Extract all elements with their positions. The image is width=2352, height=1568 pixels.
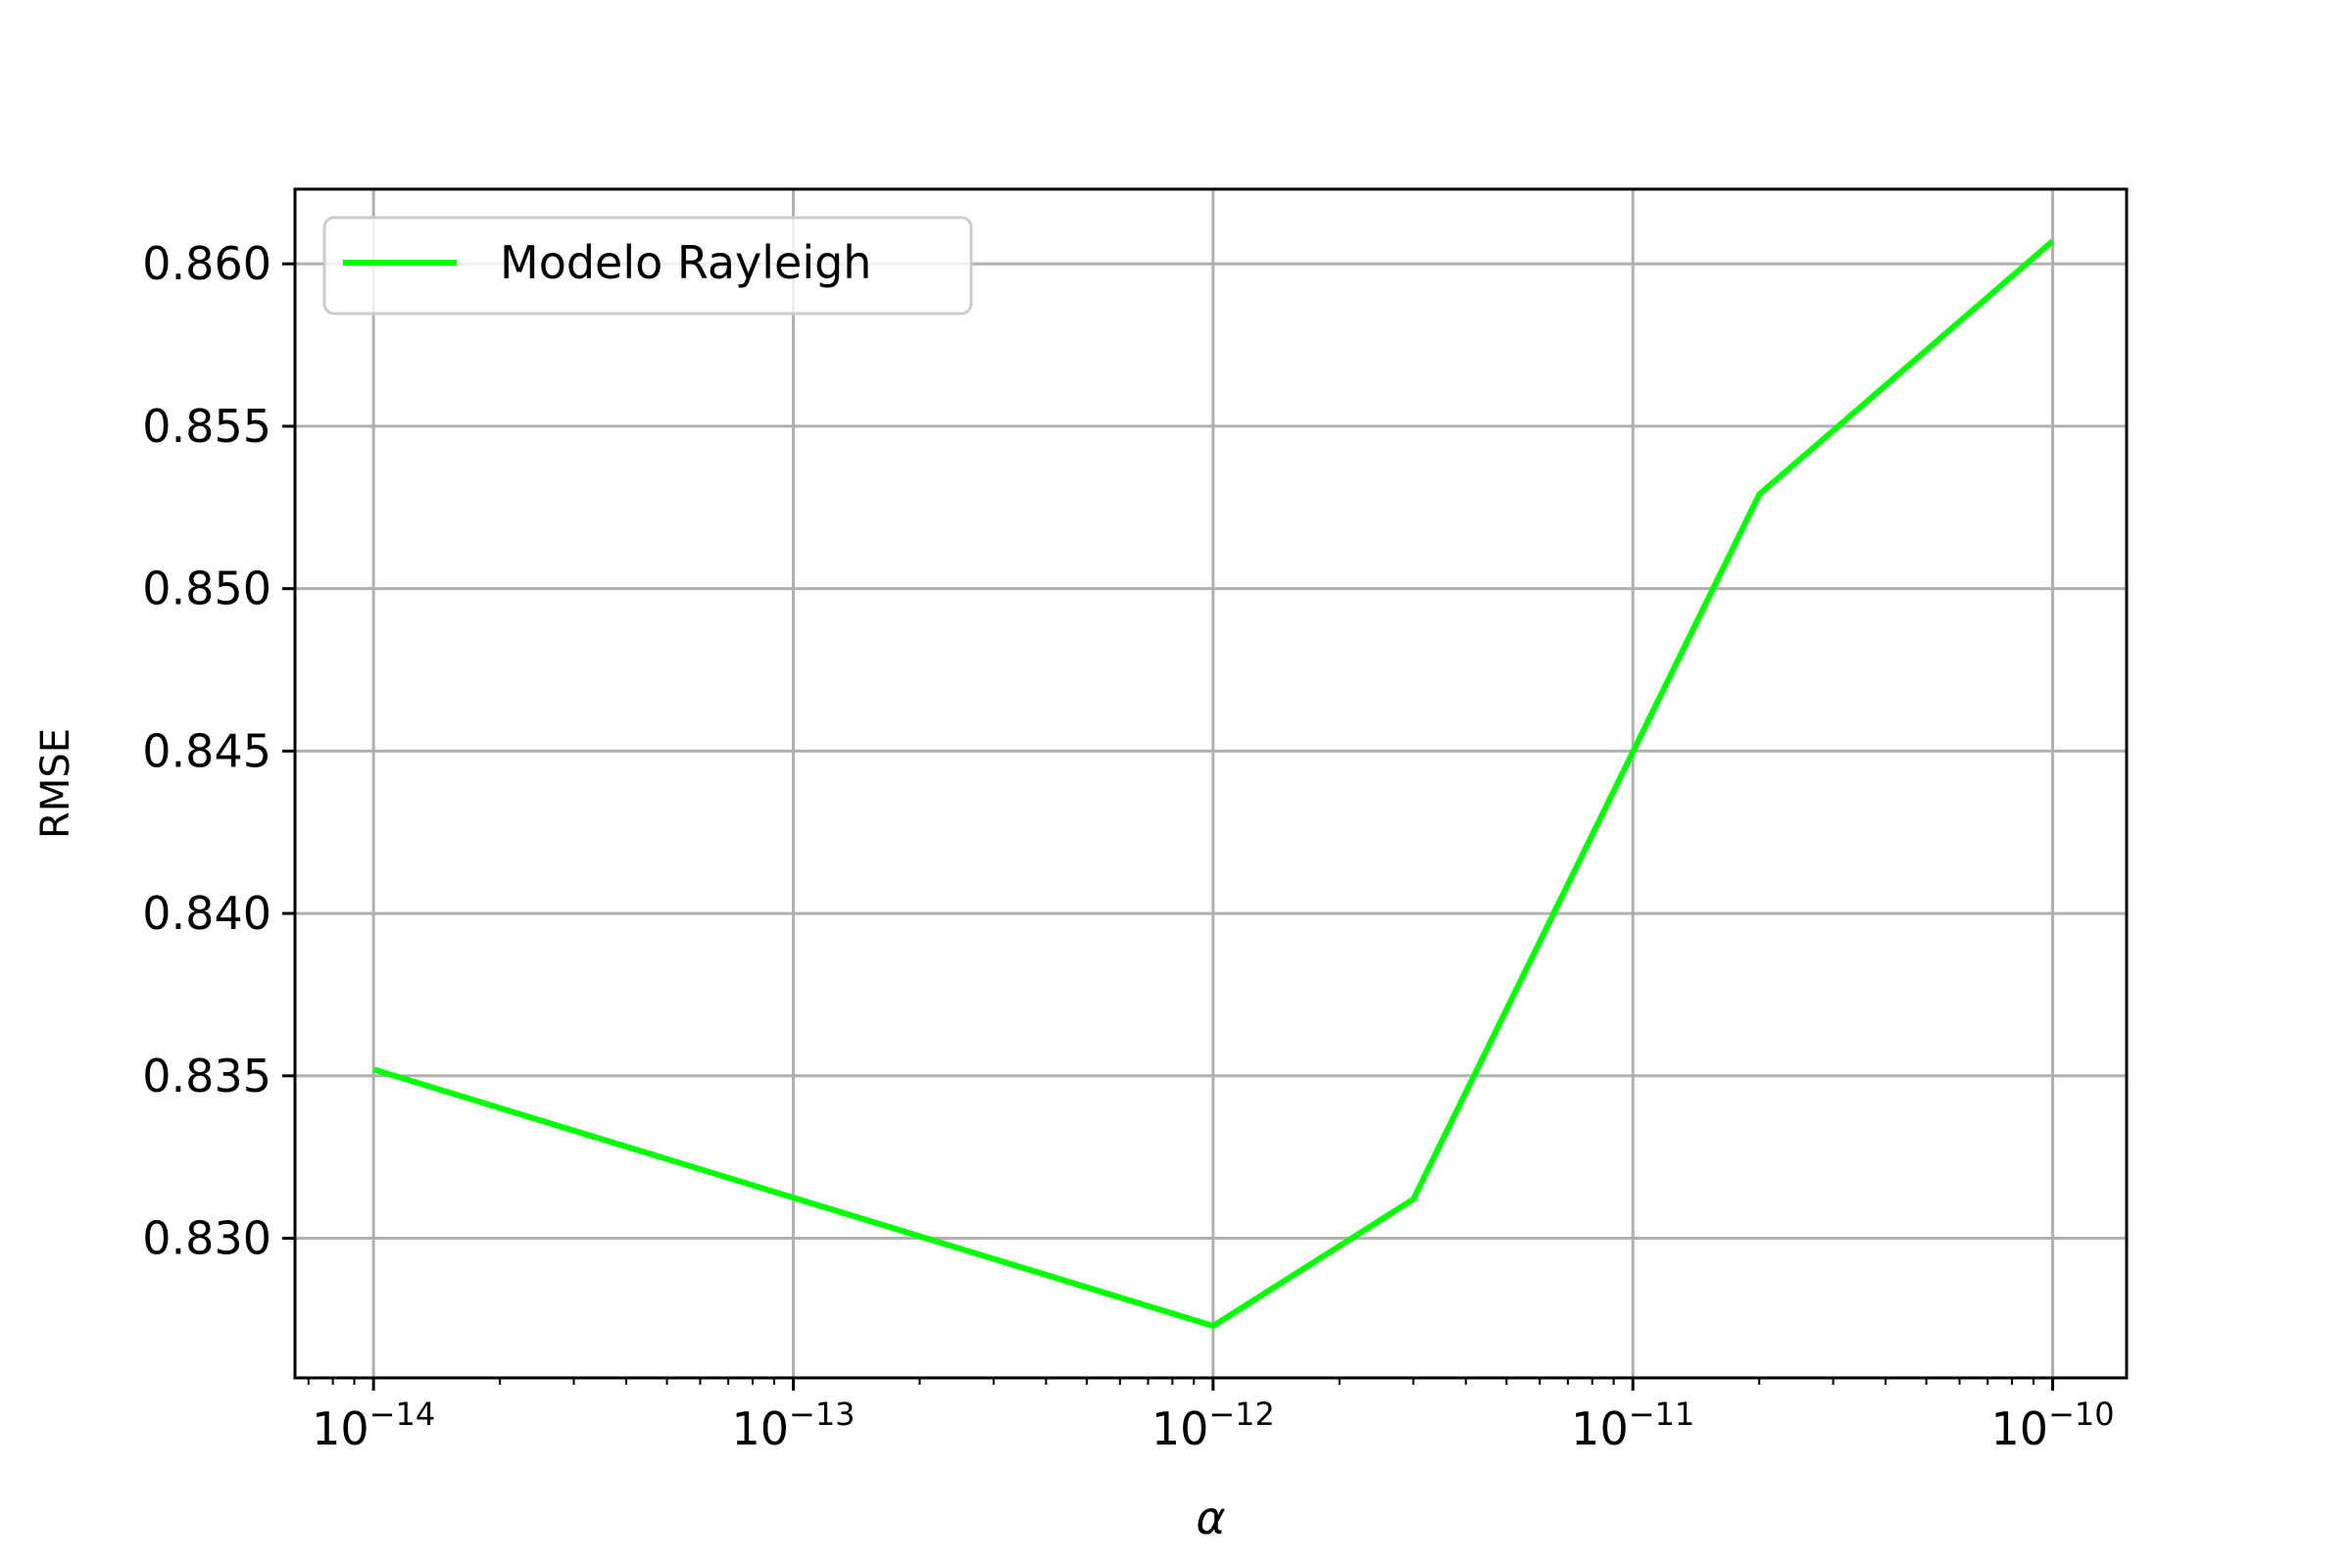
y-tick-label: 0.855 xyxy=(142,400,271,453)
x-axis-label: α xyxy=(1196,1492,1225,1544)
x-tick-label: 10−14 xyxy=(312,1396,435,1455)
x-tick-label: 10−13 xyxy=(731,1396,855,1455)
y-tick-label: 0.830 xyxy=(142,1211,271,1264)
y-axis-label: RMSE xyxy=(33,728,78,839)
x-tick-label: 10−12 xyxy=(1152,1396,1275,1455)
y-tick-label: 0.850 xyxy=(142,563,271,615)
legend-label: Modelo Rayleigh xyxy=(500,236,871,289)
series-line xyxy=(372,238,2055,1330)
legend-box xyxy=(322,216,973,316)
x-tick-label: 10−10 xyxy=(1991,1396,2115,1455)
axis-ticks: 10−14 10−13 10−12 10−11 10−10 0.830 0.835 0.840… xyxy=(142,237,2114,1455)
x-tick-label: 10−11 xyxy=(1571,1396,1694,1455)
series-layer xyxy=(372,238,2055,1330)
legend: Modelo Rayleigh xyxy=(322,216,973,316)
y-tick-label: 0.845 xyxy=(142,724,271,777)
y-tick-label: 0.835 xyxy=(142,1050,271,1102)
grid xyxy=(295,189,2127,1378)
y-tick-label: 0.840 xyxy=(142,887,271,940)
y-tick-label: 0.860 xyxy=(142,237,271,290)
plot-frame xyxy=(293,187,2129,1380)
